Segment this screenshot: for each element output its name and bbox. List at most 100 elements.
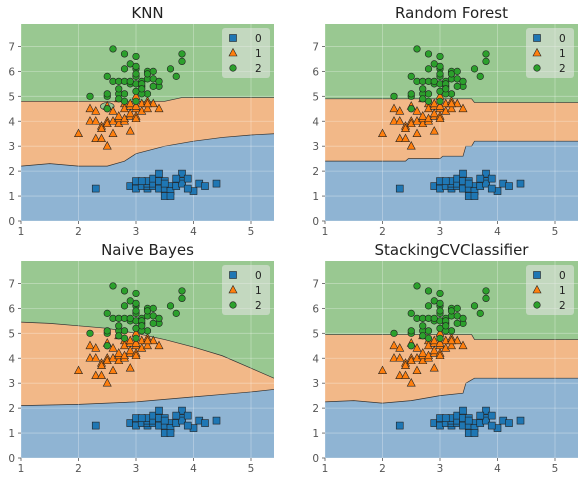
point-class-2 <box>172 72 180 80</box>
x-tick-label: 5 <box>552 463 559 475</box>
legend-label-1: 1 <box>255 285 262 297</box>
point-class-0 <box>178 416 186 425</box>
point-class-2 <box>407 309 415 317</box>
point-class-1 <box>378 128 387 138</box>
point-class-1 <box>378 365 387 375</box>
y-tick-label: 5 <box>8 91 15 103</box>
point-class-0 <box>516 416 525 425</box>
y-tick-label: 2 <box>312 403 319 415</box>
point-class-2 <box>453 304 461 312</box>
legend-marker-class-1 <box>532 284 542 294</box>
boundary-line-1-2 <box>325 98 578 103</box>
point-class-0 <box>183 421 192 430</box>
y-tick-label: 7 <box>312 41 319 53</box>
point-class-2 <box>436 62 444 70</box>
x-tick-label: 3 <box>133 226 140 238</box>
point-class-2 <box>120 302 129 310</box>
legend-marker-class-2 <box>533 64 541 72</box>
legend-label-0: 0 <box>559 270 566 282</box>
x-tick-label: 2 <box>75 463 82 475</box>
y-tick-label: 5 <box>8 328 15 340</box>
y-tick-label: 0 <box>8 453 15 465</box>
y-tick-label: 2 <box>8 166 15 178</box>
legend-label-0: 0 <box>559 33 566 45</box>
point-class-2 <box>436 307 444 315</box>
point-class-2 <box>413 282 421 290</box>
point-class-1 <box>424 350 433 360</box>
legend-label-2: 2 <box>559 63 566 75</box>
point-class-1 <box>154 340 164 350</box>
y-tick-label: 7 <box>8 41 15 53</box>
point-class-2 <box>155 77 163 85</box>
point-class-2 <box>470 65 479 73</box>
point-class-1 <box>395 106 405 115</box>
boundary-line-1-2 <box>325 334 578 340</box>
point-class-1 <box>412 128 422 138</box>
point-class-2 <box>109 45 117 53</box>
point-class-2 <box>132 62 140 70</box>
point-class-1 <box>114 118 124 128</box>
point-class-0 <box>464 179 473 188</box>
point-class-1 <box>395 116 405 125</box>
point-class-1 <box>114 355 124 365</box>
point-class-0 <box>395 184 404 193</box>
point-class-1 <box>435 113 445 123</box>
point-class-2 <box>178 287 186 295</box>
point-class-1 <box>131 101 141 110</box>
point-class-2 <box>436 70 444 78</box>
point-class-2 <box>155 314 163 322</box>
point-class-1 <box>102 118 112 128</box>
plot-area <box>21 261 274 458</box>
legend-marker-class-0 <box>229 271 237 279</box>
point-class-1 <box>74 128 83 138</box>
chart-title: KNN <box>131 4 163 22</box>
point-class-1 <box>452 335 462 345</box>
point-class-1 <box>137 343 147 352</box>
boundary-line-0-1 <box>21 133 274 167</box>
point-class-2 <box>419 322 427 330</box>
point-class-2 <box>132 97 140 105</box>
point-class-0 <box>166 192 175 200</box>
x-tick-label: 4 <box>190 226 197 238</box>
point-class-2 <box>436 299 444 307</box>
point-class-1 <box>389 353 399 362</box>
point-class-2 <box>178 50 186 58</box>
point-class-2 <box>86 329 94 337</box>
point-class-1 <box>441 98 451 108</box>
point-class-1 <box>85 340 95 350</box>
y-tick-label: 1 <box>8 428 15 440</box>
point-class-1 <box>429 98 439 108</box>
x-tick-label: 2 <box>379 463 386 475</box>
point-class-2 <box>453 82 461 90</box>
point-class-1 <box>447 103 456 113</box>
point-class-1 <box>102 355 112 365</box>
legend-marker-class-2 <box>533 301 541 309</box>
point-class-1 <box>395 370 405 380</box>
point-class-0 <box>470 429 479 437</box>
x-tick-label: 2 <box>379 226 386 238</box>
legend-marker-class-1 <box>532 47 542 57</box>
point-class-2 <box>149 319 157 327</box>
point-class-1 <box>406 378 416 387</box>
point-class-2 <box>424 50 433 58</box>
point-class-1 <box>91 106 101 115</box>
legend-label-2: 2 <box>559 300 566 312</box>
point-class-0 <box>482 406 490 415</box>
legend-label-0: 0 <box>255 270 262 282</box>
point-class-0 <box>482 416 490 425</box>
point-class-0 <box>172 174 181 183</box>
point-class-0 <box>91 184 100 193</box>
chart-title: Random Forest <box>395 4 508 22</box>
point-class-1 <box>120 340 129 350</box>
point-class-0 <box>160 179 169 188</box>
point-class-2 <box>430 314 438 322</box>
point-class-0 <box>183 184 192 193</box>
point-class-2 <box>453 67 461 75</box>
point-class-1 <box>143 340 152 350</box>
point-class-2 <box>166 65 175 73</box>
point-class-1 <box>91 133 101 143</box>
point-class-1 <box>102 141 112 150</box>
point-class-1 <box>452 98 462 108</box>
y-tick-label: 4 <box>312 116 319 128</box>
